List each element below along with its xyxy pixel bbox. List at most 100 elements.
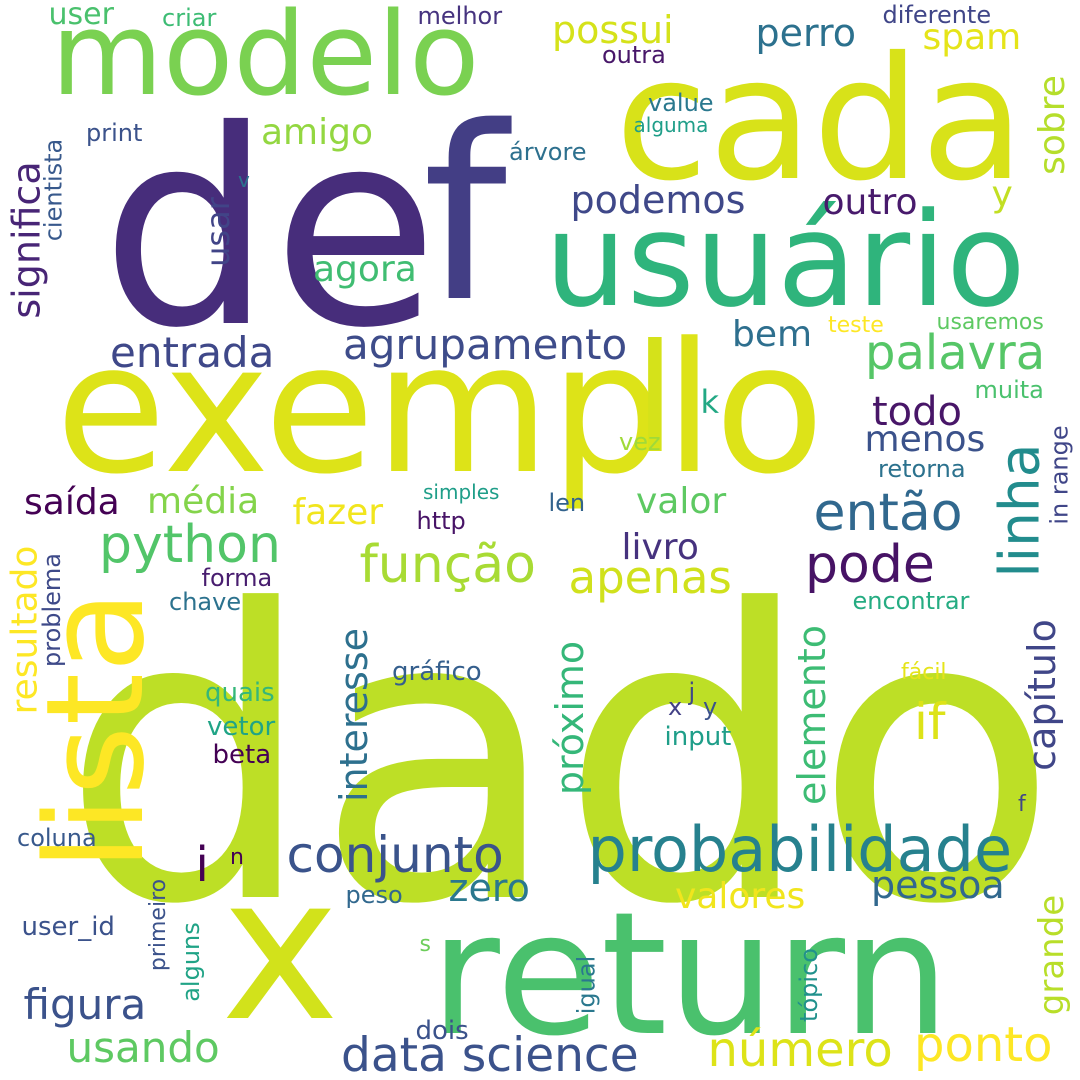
word-55: i (195, 837, 209, 893)
word-62: value (648, 89, 714, 117)
word-79: chave (169, 588, 242, 616)
word-6: f (422, 75, 508, 355)
word-4: return (430, 876, 950, 1074)
word-24: apenas (568, 550, 732, 604)
word-22: palavra (865, 325, 1046, 381)
word-75: simples (423, 480, 500, 504)
word-81: problema (38, 552, 67, 668)
word-98: s (419, 932, 431, 957)
word-68: teste (828, 313, 884, 338)
word-41: possui (552, 8, 674, 52)
word-93: n (230, 845, 244, 870)
word-70: k (700, 383, 720, 421)
word-73: retorna (878, 455, 966, 483)
word-69: usaremos (936, 310, 1044, 335)
word-19: ponto (914, 1017, 1053, 1073)
word-2: exemplo (55, 305, 825, 514)
word-63: alguma (633, 113, 709, 137)
word-59: melhor (417, 2, 503, 30)
word-77: http (416, 507, 466, 535)
word-1: de (101, 72, 439, 387)
word-92: coluna (17, 824, 97, 852)
word-10: l (634, 313, 676, 487)
word-82: gráfico (392, 657, 482, 687)
word-57: user (48, 0, 114, 32)
word-88: y (703, 693, 718, 721)
word-29: zero (448, 866, 530, 910)
word-27: valores (675, 876, 806, 917)
word-84: vetor (207, 712, 276, 742)
word-61: outra (602, 41, 666, 69)
word-65: print (86, 119, 143, 147)
word-36: fazer (292, 492, 384, 533)
word-47: amigo (261, 112, 374, 153)
word-20: então (813, 483, 963, 543)
word-87: j (688, 678, 696, 706)
word-43: spam (922, 17, 1022, 58)
word-34: média (147, 481, 260, 522)
word-3: cada (615, 21, 1025, 219)
word-23: pode (805, 535, 935, 595)
word-94: peso (345, 881, 403, 909)
word-76: len (548, 489, 586, 517)
word-54: grande (1032, 894, 1073, 1016)
word-78: forma (201, 564, 273, 592)
word-13: conjunto (286, 826, 504, 884)
word-100: tópico (794, 948, 823, 1022)
word-97: alguns (176, 922, 205, 1002)
word-15: função (359, 535, 537, 595)
word-12: data science (341, 1027, 639, 1080)
word-53: elemento (789, 625, 834, 805)
word-0: dado (61, 527, 1059, 992)
word-8: modelo (51, 0, 480, 122)
word-45: podemos (570, 178, 746, 222)
word-7: usuário (544, 184, 1026, 336)
word-37: todo (872, 389, 963, 435)
word-51: interesse (332, 627, 377, 803)
word-95: primeiro (146, 878, 172, 972)
word-52: próximo (548, 640, 593, 796)
word-21: linha (987, 443, 1052, 577)
word-49: bem (732, 314, 813, 355)
word-26: usando (66, 1023, 220, 1072)
word-14: python (99, 515, 281, 575)
word-56: usar (198, 197, 237, 267)
word-18: número (707, 1022, 893, 1078)
word-67: v (238, 168, 250, 192)
word-74: in range (1045, 425, 1074, 525)
word-32: livro (621, 527, 699, 568)
word-17: entrada (110, 328, 275, 377)
word-35: saída (24, 482, 120, 523)
word-39: if (914, 693, 946, 751)
word-40: capítulo (1019, 619, 1064, 771)
word-89: input (664, 722, 732, 752)
word-11: probabilidade (587, 813, 1013, 886)
word-85: beta (212, 740, 272, 770)
word-5: x (221, 833, 340, 1066)
word-33: valor (636, 481, 727, 522)
word-83: quais (205, 678, 275, 708)
word-28: pessoa (871, 863, 1005, 907)
word-38: menos (864, 419, 986, 460)
word-46: outro (822, 182, 918, 223)
word-72: vez (619, 428, 661, 456)
word-42: perro (755, 11, 857, 55)
word-25: figura (23, 980, 147, 1029)
word-90: fácil (901, 660, 947, 685)
word-86: x (668, 693, 683, 721)
word-64: árvore (509, 138, 587, 166)
word-71: muita (974, 376, 1044, 404)
word-80: encontrar (852, 587, 970, 615)
word-16: agrupamento (343, 320, 628, 369)
word-91: f (1018, 792, 1026, 817)
word-96: user_id (21, 912, 115, 942)
word-50: y (991, 174, 1013, 215)
word-58: criar (162, 4, 217, 32)
word-99: igual (571, 955, 600, 1015)
word-66: cientista (38, 138, 67, 242)
word-44: sobre (1031, 75, 1073, 175)
word-101: dois (415, 1016, 469, 1046)
word-48: agora (313, 249, 417, 290)
word-60: diferente (882, 1, 992, 29)
